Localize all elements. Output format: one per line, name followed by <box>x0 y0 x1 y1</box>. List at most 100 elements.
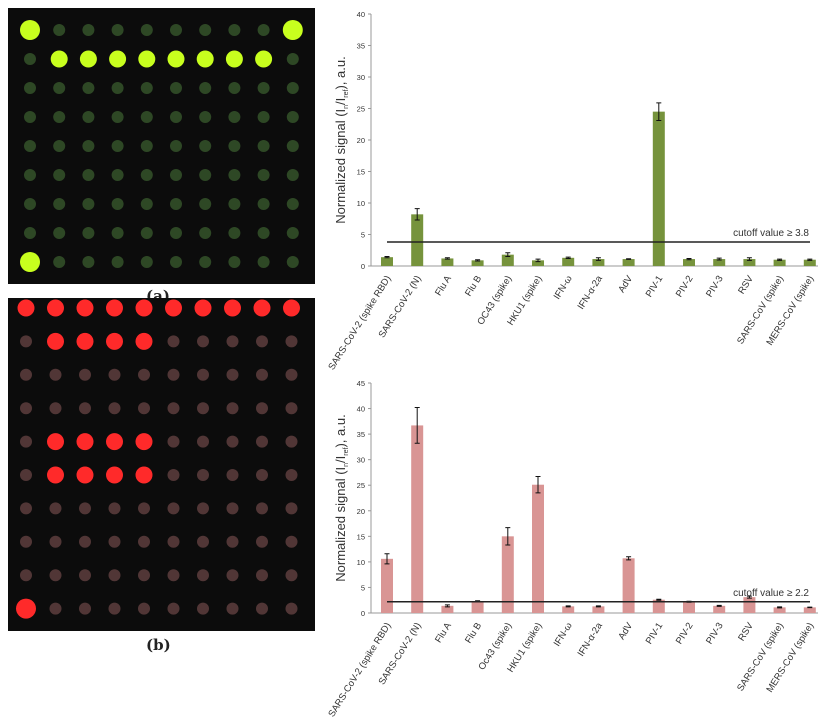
array-spot <box>24 140 36 152</box>
error-bar <box>746 257 752 261</box>
array-spot <box>106 433 123 451</box>
array-spot <box>197 502 209 515</box>
array-spot <box>286 53 299 65</box>
error-bar <box>565 605 571 608</box>
array-spot <box>228 24 241 36</box>
bar <box>471 260 484 266</box>
bar <box>622 259 635 266</box>
array-spot <box>167 569 180 582</box>
error-bar <box>565 256 571 259</box>
bar <box>592 259 605 266</box>
array-spot <box>199 24 212 36</box>
array-spot <box>285 469 298 481</box>
x-tick-label: AdV <box>616 273 635 295</box>
x-tick-label: Flu B <box>463 274 484 299</box>
array-spot <box>135 466 153 484</box>
bar <box>471 601 484 613</box>
bar <box>532 484 544 613</box>
x-tick-label: PIV-1 <box>644 274 666 300</box>
array-spot <box>197 469 209 481</box>
array-spot <box>49 368 62 381</box>
array-spot <box>226 368 239 381</box>
array-spot <box>79 50 97 68</box>
array-spot <box>135 299 153 317</box>
array-spot <box>257 256 270 268</box>
array-spot <box>82 82 95 94</box>
array-spot <box>50 50 68 68</box>
array-spot <box>108 368 121 381</box>
bar <box>773 607 786 613</box>
error-bar <box>626 258 632 260</box>
y-tick-label: 10 <box>357 199 365 208</box>
array-spot <box>20 435 32 448</box>
array-spot <box>256 502 268 515</box>
array-spot <box>20 335 32 348</box>
array-spot <box>108 535 121 548</box>
x-tick-label: PIV-2 <box>674 274 696 300</box>
array-spot <box>53 24 66 36</box>
cutoff-label: cutoff value ≥ 2.2 <box>733 588 809 599</box>
error-bar <box>807 258 813 261</box>
x-tick-label: Flu A <box>433 273 454 298</box>
array-spot <box>82 227 95 239</box>
array-spot <box>197 402 209 415</box>
array-spot <box>79 535 91 548</box>
array-spot <box>228 227 241 239</box>
array-spot <box>47 332 64 350</box>
y-tick-label: 40 <box>357 405 365 414</box>
array-spot <box>49 402 62 415</box>
array-spot <box>49 502 62 515</box>
array-spot <box>256 469 268 481</box>
bar <box>411 214 424 266</box>
array-spot <box>138 502 150 515</box>
array-spot <box>197 569 209 582</box>
array-spot <box>167 50 185 68</box>
array-spot <box>228 169 241 181</box>
array-spot <box>82 111 95 123</box>
array-spot <box>228 140 241 152</box>
error-bar <box>505 527 511 546</box>
array-spot <box>53 227 66 239</box>
array-spot <box>140 227 153 239</box>
array-spot <box>135 433 153 451</box>
array-spot <box>170 82 182 94</box>
error-bar <box>505 252 511 258</box>
array-spot <box>20 535 32 548</box>
array-spot <box>20 502 32 515</box>
array-spot <box>257 24 270 36</box>
bar <box>501 254 514 266</box>
array-spot <box>256 569 268 582</box>
array-spot <box>140 140 153 152</box>
y-tick-label: 35 <box>357 42 365 51</box>
bar <box>743 259 756 266</box>
array-spot <box>167 402 180 415</box>
array-spot <box>79 602 91 615</box>
array-spot <box>228 198 241 210</box>
array-spot <box>257 198 270 210</box>
array-spot <box>53 111 66 123</box>
array-spot <box>79 402 91 415</box>
array-spot <box>82 256 95 268</box>
array-spot <box>82 24 95 36</box>
bar <box>683 601 695 613</box>
array-spot <box>111 24 124 36</box>
array-spot <box>111 82 124 94</box>
array-spot <box>199 198 212 210</box>
array-spot <box>285 368 298 381</box>
bar <box>652 111 665 267</box>
error-bar <box>535 258 541 263</box>
array-spot <box>79 569 91 582</box>
array-spot <box>53 169 66 181</box>
array-spot <box>228 111 241 123</box>
array-spot <box>106 299 123 317</box>
error-bar <box>686 257 692 261</box>
array-spot <box>47 466 64 484</box>
array-spot <box>76 466 94 484</box>
array-spot <box>225 50 243 68</box>
x-tick-label: PIV-1 <box>644 621 666 647</box>
array-spot <box>199 169 212 181</box>
bar <box>592 606 605 613</box>
array-spot <box>199 256 212 268</box>
array-spot <box>194 299 212 317</box>
